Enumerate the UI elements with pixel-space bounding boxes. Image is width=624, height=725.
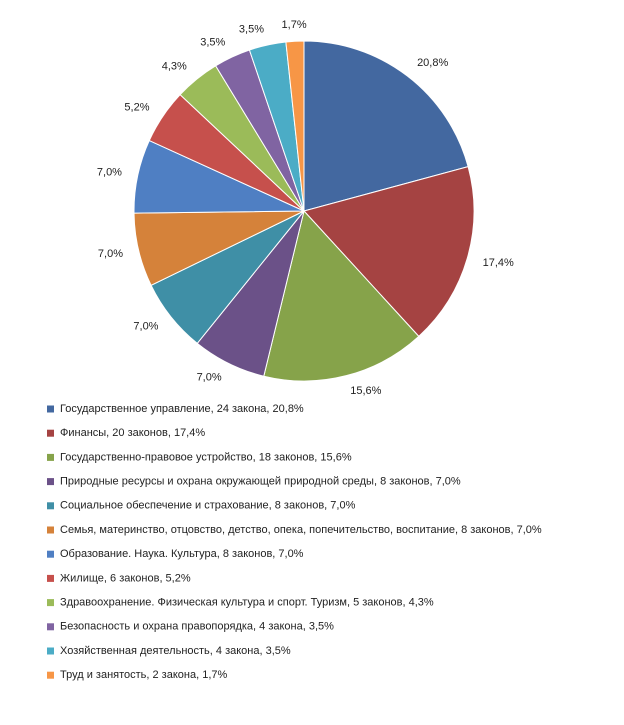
data-label: 3,5% — [239, 23, 264, 35]
legend-swatch — [47, 647, 54, 655]
legend-label: Хозяйственная деятельность, 4 закона, 3,… — [60, 645, 291, 657]
legend-swatch — [47, 599, 54, 607]
legend-label: Природные ресурсы и охрана окружающей пр… — [60, 476, 461, 488]
legend-swatch — [47, 550, 54, 558]
data-label: 17,4% — [483, 257, 514, 269]
data-label: 4,3% — [162, 60, 187, 72]
data-label: 3,5% — [200, 36, 225, 48]
legend-label: Образование. Наука. Культура, 8 законов,… — [60, 548, 304, 560]
pie-slice — [303, 166, 475, 338]
legend-label: Государственное управление, 24 закона, 2… — [60, 403, 304, 415]
pie-slice — [303, 40, 469, 212]
pie-slice — [263, 209, 420, 382]
legend-swatch — [47, 405, 54, 413]
legend-swatch — [47, 623, 54, 631]
legend-swatch — [47, 429, 54, 437]
legend-swatch — [47, 453, 54, 461]
legend-swatch — [47, 526, 54, 534]
data-label: 7,0% — [197, 372, 222, 384]
data-label: 20,8% — [417, 57, 448, 69]
legend-label: Безопасность и охрана правопорядка, 4 за… — [60, 621, 334, 633]
legend-swatch — [47, 671, 54, 679]
pie-slice — [285, 40, 305, 212]
legend-label: Здравоохранение. Физическая культура и с… — [60, 597, 434, 609]
legend-label: Финансы, 20 законов, 17,4% — [60, 427, 205, 439]
legend-label: Социальное обеспечение и страхование, 8 … — [60, 500, 356, 512]
data-label: 1,7% — [282, 19, 307, 31]
data-label: 7,0% — [133, 321, 158, 333]
legend-label: Труд и занятость, 2 закона, 1,7% — [60, 669, 227, 681]
legend-swatch — [47, 574, 54, 582]
data-label: 5,2% — [124, 101, 149, 113]
legend-swatch — [47, 478, 54, 486]
legend-swatch — [47, 502, 54, 510]
data-label: 15,6% — [350, 385, 381, 397]
legend-label: Жилище, 6 законов, 5,2% — [60, 572, 191, 584]
data-label: 7,0% — [98, 248, 123, 260]
legend-label: Семья, материнство, отцовство, детство, … — [60, 524, 542, 536]
legend-label: Государственно-правовое устройство, 18 з… — [60, 451, 352, 463]
data-label: 7,0% — [97, 167, 122, 179]
